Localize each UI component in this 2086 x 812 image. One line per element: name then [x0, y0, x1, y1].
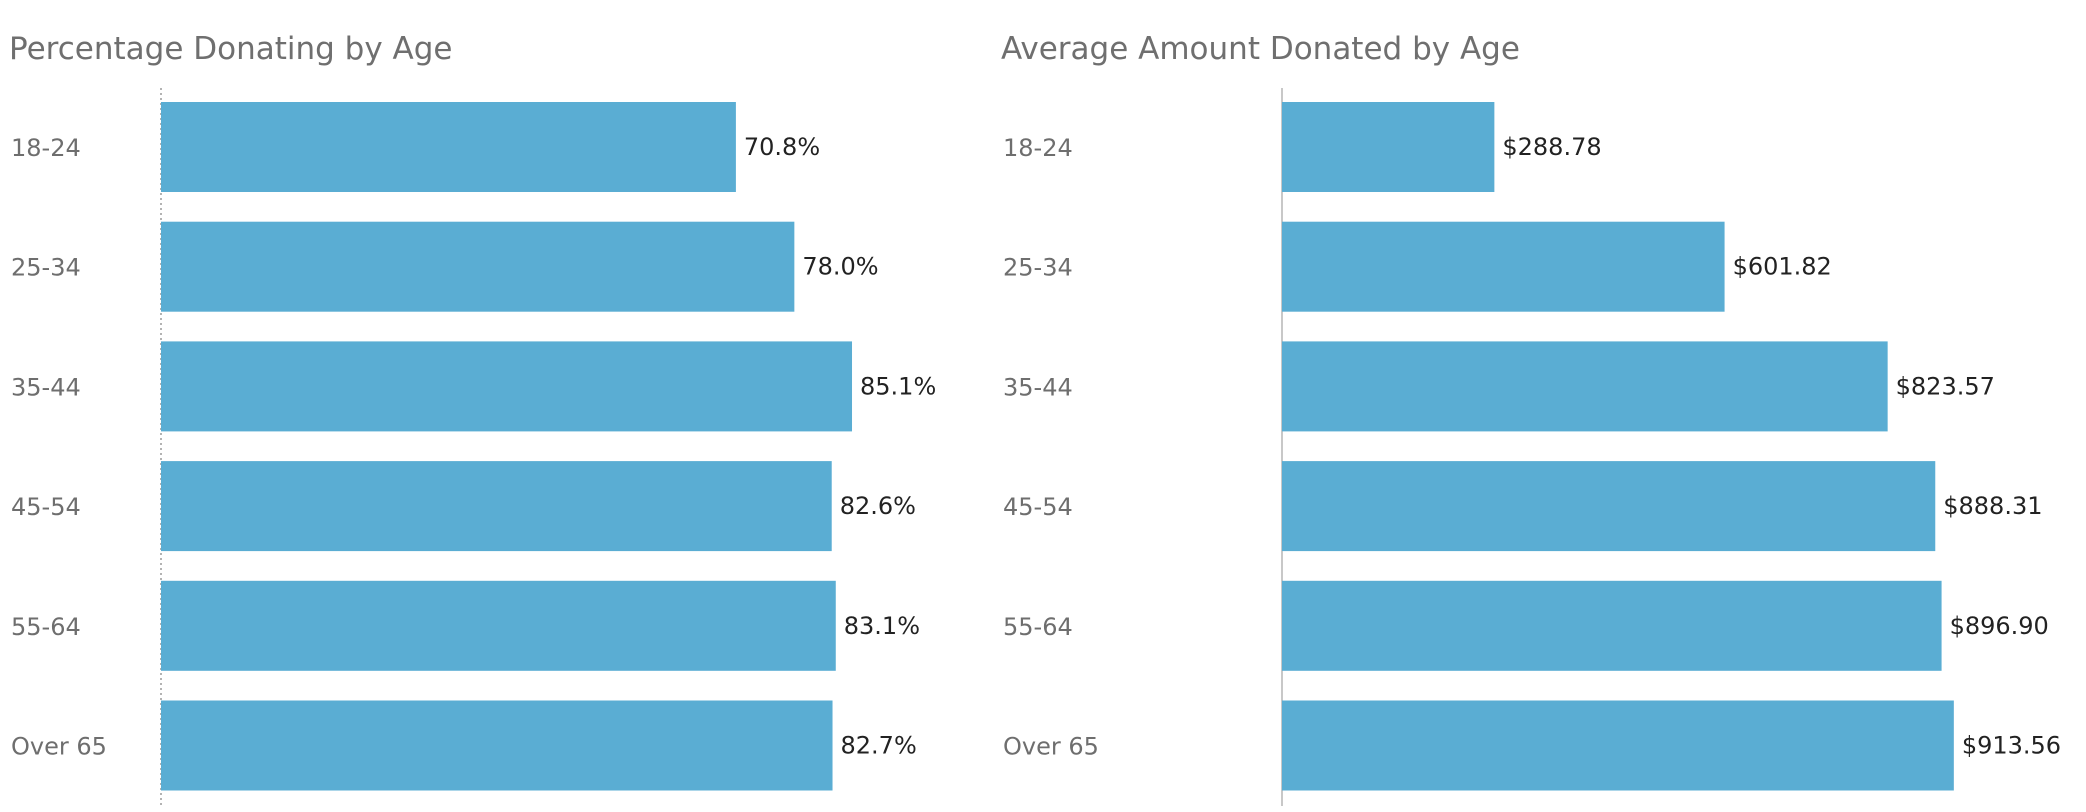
bar	[161, 461, 832, 552]
bar	[1282, 341, 1888, 432]
value-label: 82.6%	[840, 492, 916, 520]
bar	[161, 700, 833, 791]
bar	[1282, 102, 1495, 192]
value-label: 70.8%	[744, 133, 820, 161]
category-label: 35-44	[11, 373, 81, 401]
bar	[161, 102, 736, 192]
category-label: 45-54	[11, 493, 81, 521]
value-label: $888.31	[1943, 492, 2042, 520]
bar	[161, 341, 853, 432]
category-label: 55-64	[11, 613, 81, 641]
category-label: 25-34	[11, 254, 81, 282]
value-label: $601.82	[1733, 253, 1832, 281]
chart-average-amount: Average Amount Donated by Age 18-24 $288.…	[1001, 31, 2061, 806]
value-label: 85.1%	[860, 372, 936, 400]
bar	[1282, 580, 1942, 671]
category-label: 25-34	[1003, 254, 1073, 282]
category-label: 45-54	[1003, 493, 1073, 521]
bar	[161, 580, 836, 671]
bar	[161, 221, 795, 312]
chart-title: Percentage Donating by Age	[9, 31, 453, 67]
category-label: 55-64	[1003, 613, 1073, 641]
value-label: 78.0%	[802, 253, 878, 281]
value-label: $288.78	[1502, 133, 1601, 161]
value-label: 83.1%	[844, 612, 920, 640]
chart-percentage-donating: Percentage Donating by Age 18-24 70.8% 25-…	[9, 31, 936, 806]
category-label: 35-44	[1003, 373, 1073, 401]
value-label: $896.90	[1950, 612, 2049, 640]
category-label: Over 65	[1003, 733, 1099, 761]
category-label: 18-24	[11, 134, 81, 162]
chart-title: Average Amount Donated by Age	[1001, 31, 1520, 67]
value-label: $823.57	[1896, 372, 1995, 400]
bar	[1282, 221, 1725, 312]
category-label: Over 65	[11, 733, 107, 761]
value-label: $913.56	[1962, 732, 2061, 760]
value-label: 82.7%	[841, 732, 917, 760]
bar	[1282, 700, 1954, 791]
category-label: 18-24	[1003, 134, 1073, 162]
bar	[1282, 461, 1936, 552]
